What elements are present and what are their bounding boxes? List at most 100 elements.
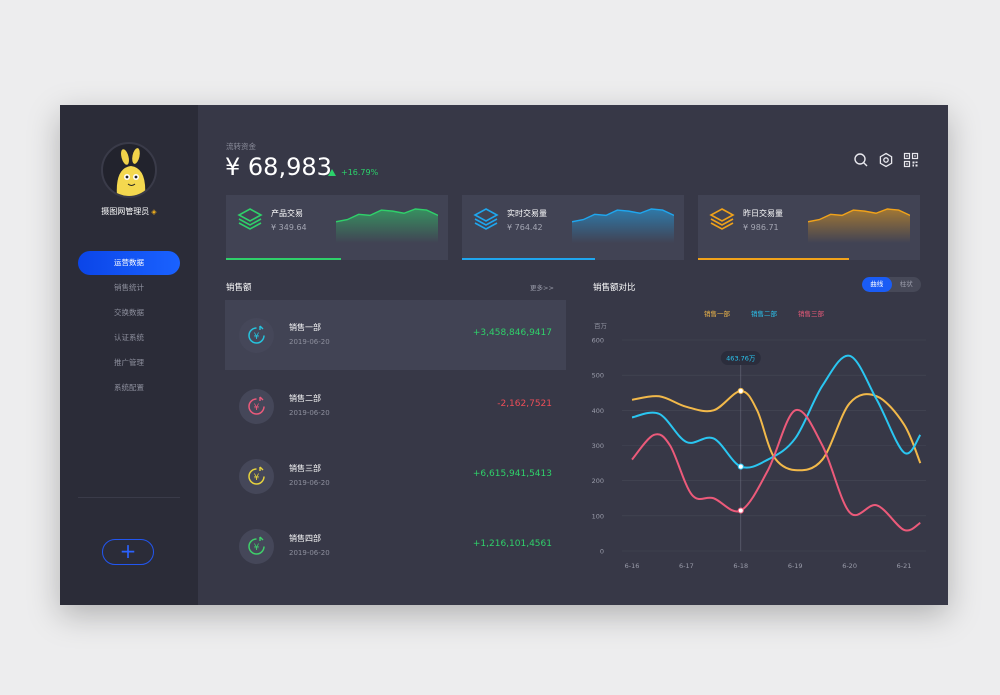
sidebar-item-sales-stats[interactable]: 销售统计 [114, 283, 144, 292]
series-line-2 [631, 354, 922, 469]
toggle-bar[interactable]: 柱状 [899, 280, 913, 288]
flow-amount: ¥ 68,983 [225, 153, 332, 181]
stat-card-yesterday-volume[interactable]: 昨日交易量 ¥ 986.71 [698, 195, 920, 260]
up-arrow-icon [328, 169, 336, 176]
sparkline-area [336, 209, 438, 243]
refund-icon: ¥ [239, 318, 274, 353]
y-tick-label: 300 [592, 442, 604, 450]
username-text: 摄图网管理员 [101, 207, 150, 216]
stat-progress-bar [226, 258, 342, 260]
refund-icon: ¥ [239, 389, 274, 424]
stat-card-realtime-volume[interactable]: 实时交易量 ¥ 764.42 [462, 195, 684, 260]
sidebar-nav: 运营数据 销售统计 交换数据 认证系统 推广管理 系统配置 [60, 251, 198, 400]
sidebar-item-auth-system[interactable]: 认证系统 [114, 333, 144, 342]
dept-value: +6,615,941,5413 [472, 469, 552, 479]
y-tick-label: 0 [600, 548, 604, 556]
sales-row[interactable]: ¥ 销售一部 2019-06-20 +3,458,846,9417 [225, 300, 566, 370]
flow-change: +16.79% [328, 168, 378, 177]
svg-text:¥: ¥ [254, 332, 260, 342]
layers-icon [237, 208, 263, 230]
dept-date: 2019-06-20 [289, 549, 330, 557]
dept-date: 2019-06-20 [289, 479, 330, 487]
stat-title: 昨日交易量 [743, 209, 783, 218]
sales-row[interactable]: ¥ 销售三部 2019-06-20 +6,615,941,5413 [225, 441, 566, 511]
diamond-icon: ◈ [151, 208, 157, 216]
tooltip-label: 463.76万 [726, 355, 756, 363]
sidebar-divider [78, 497, 180, 498]
legend-series-1: 销售一部 [704, 310, 730, 318]
stat-progress-bar [462, 258, 596, 260]
stat-sparkline [808, 208, 910, 243]
sales-row[interactable]: ¥ 销售四部 2019-06-20 +1,216,101,4561 [225, 511, 566, 581]
dept-name: 销售四部 [289, 534, 321, 543]
flow-label: 流转资金 [226, 142, 256, 151]
legend-series-3: 销售三部 [798, 310, 824, 318]
header-icons [853, 152, 919, 168]
dept-date: 2019-06-20 [289, 409, 330, 417]
dept-name: 销售三部 [289, 464, 321, 473]
series-line-3 [631, 408, 921, 532]
svg-text:¥: ¥ [254, 473, 260, 483]
toggle-curve[interactable]: 曲线 [862, 277, 892, 292]
svg-text:¥: ¥ [254, 403, 260, 413]
compare-title: 销售额对比 [593, 283, 636, 293]
layers-icon [473, 208, 499, 230]
stat-value: ¥ 764.42 [507, 223, 543, 232]
sales-comparison-chart: 百万 0 100 200 300 400 500 600 6-16 6-17 6-18 6-19 6-2… [592, 322, 926, 570]
y-tick-label: 200 [592, 477, 604, 485]
main-content: 流转资金 ¥ 68,983 +16.79% 产品交易 ¥ 349.64 实时交易… [198, 105, 948, 605]
stat-sparkline [336, 208, 438, 243]
sparkline-line [808, 208, 910, 223]
x-tick-label: 6-18 [733, 562, 748, 570]
series-point-2 [737, 463, 744, 470]
chart-type-toggle: 曲线 柱状 [862, 277, 921, 292]
stat-title: 产品交易 [271, 209, 303, 218]
y-tick-label: 600 [592, 337, 604, 345]
sparkline-line [572, 208, 674, 223]
sales-row[interactable]: ¥ 销售二部 2019-06-20 -2,162,7521 [225, 371, 566, 441]
sales-title: 销售额 [226, 283, 252, 293]
sidebar-item-operation-data[interactable]: 运营数据 [78, 251, 180, 275]
add-button[interactable]: + [102, 539, 154, 565]
stat-value: ¥ 349.64 [271, 223, 307, 232]
flow-change-value: +16.79% [341, 168, 379, 177]
sidebar-item-promotion[interactable]: 推广管理 [114, 358, 144, 367]
stat-card-product-trade[interactable]: 产品交易 ¥ 349.64 [226, 195, 448, 260]
x-tick-label: 6-19 [788, 562, 803, 570]
more-link[interactable]: 更多>> [530, 284, 554, 292]
y-tick-label: 100 [592, 512, 604, 520]
stat-value: ¥ 986.71 [743, 223, 779, 232]
sidebar-item-system-config[interactable]: 系统配置 [114, 383, 144, 392]
refund-icon: ¥ [239, 529, 274, 564]
search-icon[interactable] [853, 152, 869, 168]
dept-name: 销售二部 [289, 394, 321, 403]
x-tick-label: 6-16 [625, 562, 640, 570]
username-label: 摄图网管理员 ◈ [60, 206, 198, 217]
legend-series-2: 销售二部 [751, 310, 777, 318]
sparkline-area [572, 209, 674, 243]
qrcode-icon[interactable] [903, 152, 919, 168]
avatar[interactable] [101, 142, 157, 198]
dept-value: +1,216,101,4561 [472, 539, 552, 549]
sidebar-item-exchange-data[interactable]: 交换数据 [114, 308, 144, 317]
dept-value: +3,458,846,9417 [472, 328, 552, 338]
x-tick-label: 6-17 [679, 562, 694, 570]
dept-name: 销售一部 [289, 323, 321, 332]
stat-progress-bar [698, 258, 849, 260]
sparkline-line [336, 208, 438, 223]
dashboard-window: 摄图网管理员 ◈ 运营数据 销售统计 交换数据 认证系统 推广管理 系统配置 + … [60, 105, 948, 605]
y-tick-label: 500 [592, 372, 604, 380]
rabbit-mascot-icon [116, 148, 146, 196]
dept-value: -2,162,7521 [497, 399, 552, 409]
x-tick-label: 6-21 [897, 562, 912, 570]
sidebar: 摄图网管理员 ◈ 运营数据 销售统计 交换数据 认证系统 推广管理 系统配置 + [60, 105, 198, 605]
y-axis-unit: 百万 [594, 322, 608, 330]
stat-sparkline [572, 208, 674, 243]
series-point-1 [737, 387, 744, 395]
series-point-3 [737, 507, 744, 514]
x-tick-label: 6-20 [842, 562, 857, 570]
y-tick-label: 400 [592, 407, 604, 415]
sparkline-area [808, 209, 910, 243]
dept-date: 2019-06-20 [289, 338, 330, 346]
settings-icon[interactable] [878, 152, 894, 168]
